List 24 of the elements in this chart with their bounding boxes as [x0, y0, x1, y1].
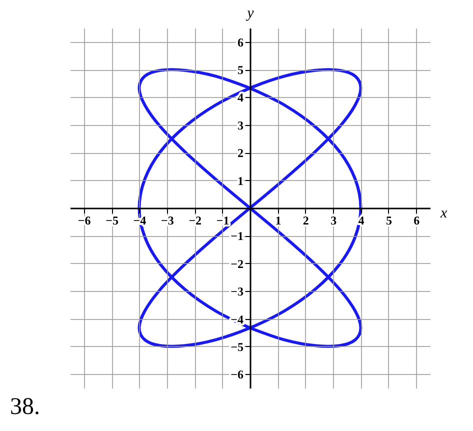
y-tick-label: 6: [238, 35, 244, 50]
y-tick-label: 2: [238, 146, 244, 160]
x-tick-label: −6: [78, 214, 91, 228]
x-tick-label: 2: [302, 214, 309, 228]
x-tick-label: −1: [216, 214, 230, 228]
x-tick-label: 5: [386, 214, 392, 228]
x-tick-label: 3: [330, 214, 337, 228]
text: 38.: [10, 393, 40, 422]
x-tick-label: −5: [106, 214, 118, 228]
y-tick-label: 1: [238, 174, 244, 188]
x-tick-label: −3: [161, 214, 174, 228]
y-tick-label: 5: [238, 63, 244, 78]
y-tick-label: −1: [230, 229, 244, 244]
y-tick-label: −6: [230, 368, 244, 382]
y-tick-label: −3: [230, 284, 244, 299]
y-tick-label: −2: [230, 256, 244, 271]
x-axis-title: x: [440, 206, 448, 222]
y-tick-label: 3: [238, 118, 244, 132]
x-tick-label: −2: [188, 214, 202, 228]
y-tick-label: −5: [230, 340, 244, 354]
y-axis-title: y: [245, 6, 254, 22]
x-tick-label: 1: [275, 214, 282, 228]
x-tick-label: 6: [414, 214, 420, 228]
y-tick-label: 4: [238, 90, 244, 105]
